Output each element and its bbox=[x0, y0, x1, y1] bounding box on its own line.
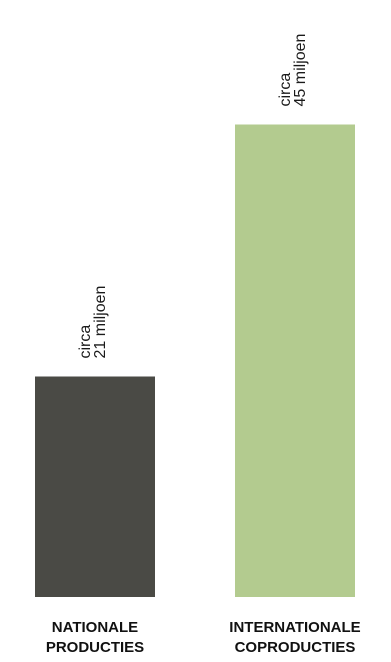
category-label-2-line-2: COPRODUCTIES bbox=[235, 639, 356, 656]
bars-group bbox=[35, 124, 355, 597]
data-label-1-line-2: 21 miljoen bbox=[92, 286, 109, 359]
data-label-2-line-1: circa bbox=[277, 73, 294, 107]
category-label-1-line-2: PRODUCTIES bbox=[46, 639, 144, 656]
bar-2 bbox=[235, 124, 355, 597]
data-label-1: circa21 miljoen bbox=[77, 286, 109, 359]
category-labels-group: NATIONALE PRODUCTIES INTERNATIONALE COPRODU… bbox=[46, 619, 361, 656]
data-label-1-line-1: circa bbox=[77, 325, 94, 359]
bar-1 bbox=[35, 376, 155, 597]
category-label-2: INTERNATIONALE COPRODUCTIES bbox=[229, 619, 360, 656]
category-label-1-line-1: NATIONALE bbox=[52, 619, 138, 636]
category-label-1: NATIONALE PRODUCTIES bbox=[46, 619, 144, 656]
data-label-2-line-2: 45 miljoen bbox=[292, 34, 309, 107]
category-label-2-line-1: INTERNATIONALE bbox=[229, 619, 360, 636]
data-label-2: circa45 miljoen bbox=[277, 34, 309, 107]
